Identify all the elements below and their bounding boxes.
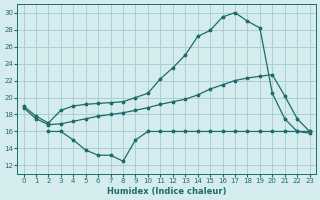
X-axis label: Humidex (Indice chaleur): Humidex (Indice chaleur) — [107, 187, 226, 196]
